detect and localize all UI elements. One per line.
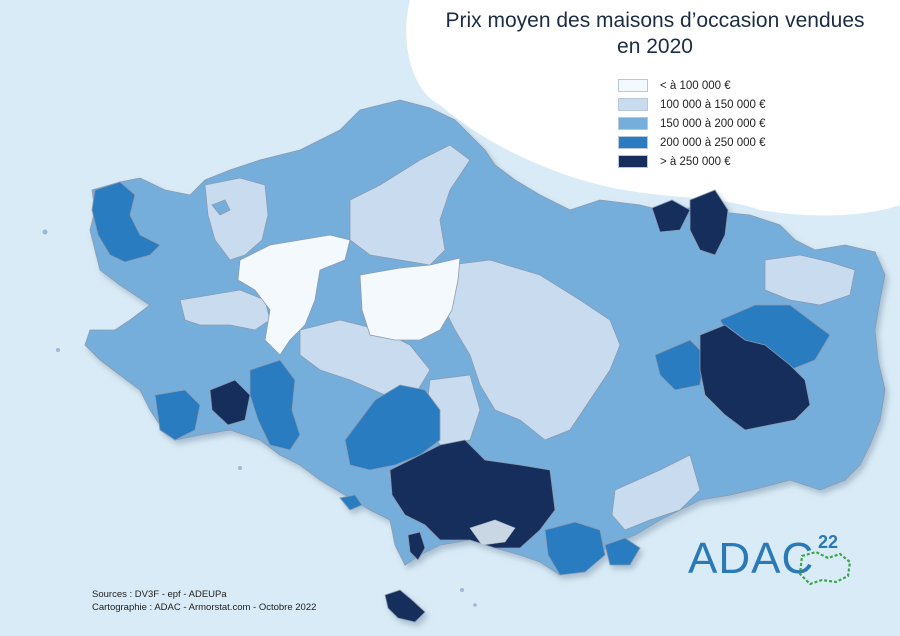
sources-credit: Sources : DV3F - epf - ADEUPa Cartograph…: [92, 588, 316, 614]
region-light-3: [179, 289, 271, 331]
region-mid-8: [604, 537, 641, 566]
island-2: [407, 531, 426, 561]
legend-item: 200 000 à 250 000 €: [618, 133, 818, 152]
legend-swatch: [618, 155, 648, 168]
legend-swatch: [618, 98, 648, 111]
region-dark-4: [651, 199, 691, 233]
islet: [56, 348, 60, 352]
legend-label: < à 100 000 €: [660, 79, 731, 92]
islet: [473, 603, 477, 607]
islet: [238, 466, 242, 470]
logo-superscript: 22: [818, 532, 839, 552]
legend-label: 200 000 à 250 000 €: [660, 136, 766, 149]
legend-item: 150 000 à 200 000 €: [618, 114, 818, 133]
adac-logo: ADAC 22: [688, 532, 858, 588]
map-title-line1: Prix moyen des maisons d’occasion vendue…: [445, 9, 865, 32]
islet: [42, 229, 48, 235]
brittany-map: [84, 99, 886, 623]
department-outline-icon: [798, 550, 852, 586]
legend-item: < à 100 000 €: [618, 76, 818, 95]
region-mid-3: [249, 359, 301, 451]
legend-swatch: [618, 79, 648, 92]
cartography-line: Cartographie : ADAC - Armorstat.com - Oc…: [92, 602, 317, 613]
region-light-1: [204, 177, 269, 261]
legend-label: 150 000 à 200 000 €: [660, 117, 766, 130]
region-mid-7: [544, 521, 606, 576]
region-light-7: [764, 254, 856, 306]
region-lightest-2: [359, 257, 461, 341]
region-dark-1: [209, 379, 251, 426]
region-lightest-1: [237, 234, 351, 356]
region-light-5: [439, 259, 621, 441]
region-mid-5: [654, 339, 706, 391]
legend-label: 100 000 à 150 000 €: [660, 98, 766, 111]
sources-line: Sources : DV3F - epf - ADEUPa: [92, 589, 227, 600]
legend-item: 100 000 à 150 000 €: [618, 95, 818, 114]
white-coastal-blob: [406, 0, 900, 216]
islet: [460, 588, 464, 592]
region-dark-2: [389, 439, 556, 549]
map-title-line2: en 2020: [617, 35, 693, 58]
logo-text: ADAC: [688, 534, 815, 583]
legend-swatch: [618, 136, 648, 149]
island-1: [384, 589, 426, 623]
region-mid-1: [91, 181, 161, 263]
gulf-patch: [469, 519, 516, 546]
island-4: [211, 199, 231, 216]
legend: < à 100 000 € 100 000 à 150 000 € 150 00…: [618, 76, 818, 171]
region-dark-3: [699, 324, 811, 431]
legend-item: > à 250 000 €: [618, 152, 818, 171]
map-title: Prix moyen des maisons d’occasion vendue…: [430, 8, 880, 60]
region-mid-2: [154, 389, 201, 441]
region-light-8: [611, 454, 701, 531]
region-light-2: [349, 144, 471, 266]
region-mid-4: [344, 384, 441, 471]
legend-label: > à 250 000 €: [660, 155, 731, 168]
island-3: [339, 494, 363, 511]
legend-swatch: [618, 117, 648, 130]
region-dark-5: [689, 189, 729, 256]
